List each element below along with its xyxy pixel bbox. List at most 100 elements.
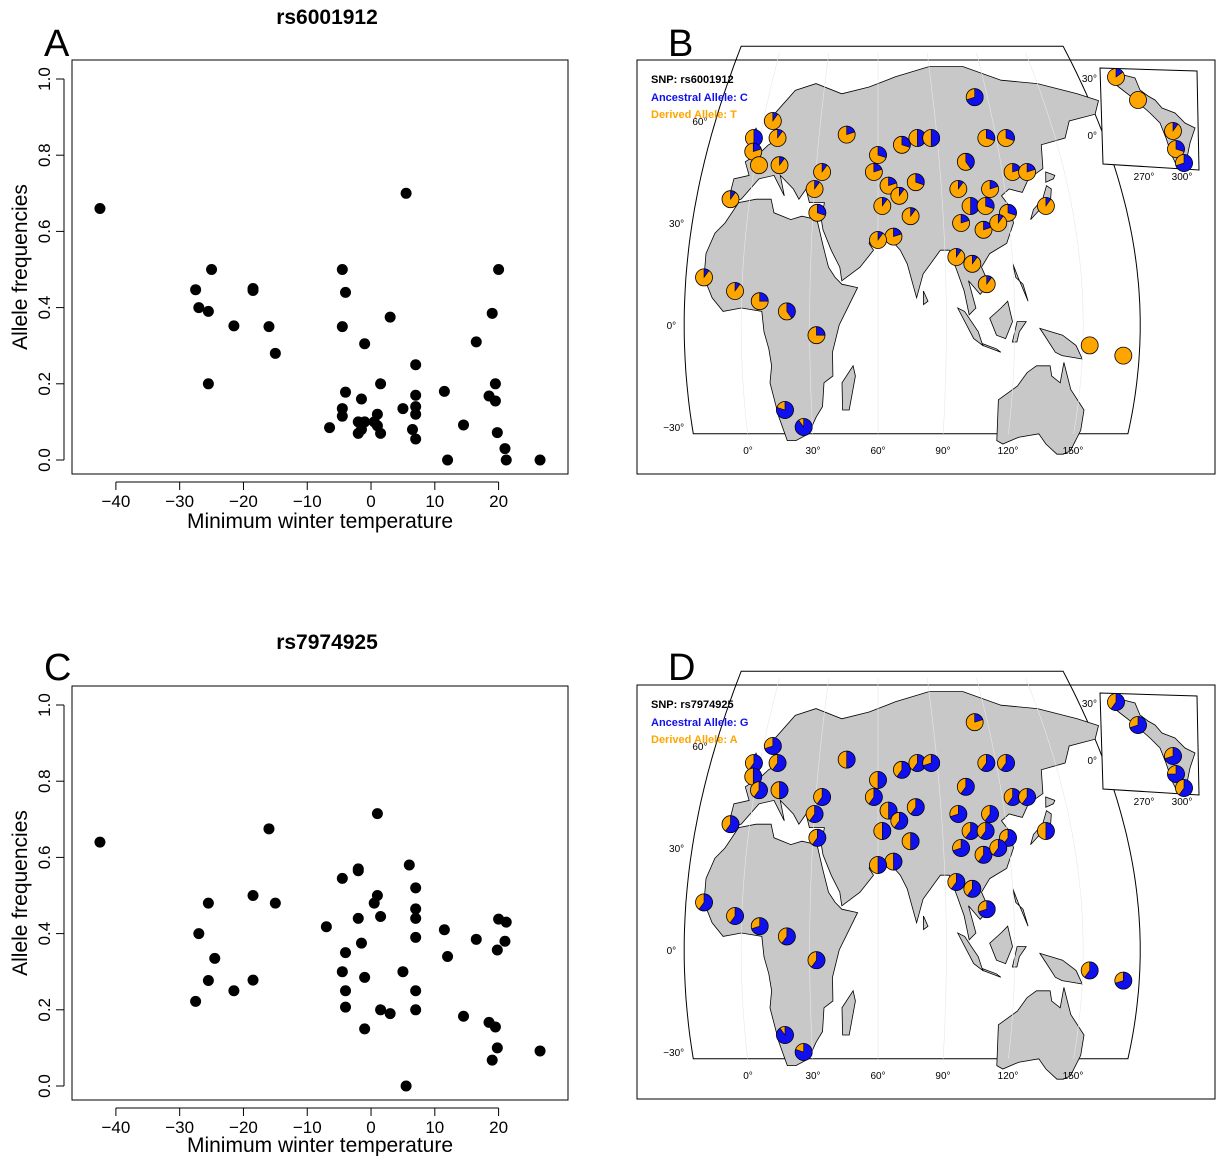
data-point — [397, 966, 409, 978]
data-point — [410, 1004, 422, 1016]
landmass-borneo — [989, 925, 1013, 965]
data-point — [336, 872, 348, 884]
map-lat-label: −30° — [663, 1048, 684, 1059]
inset-lon-label: 270° — [1134, 797, 1155, 808]
x-tick-label: −20 — [229, 492, 258, 511]
pie-ancestral-slice — [893, 227, 902, 238]
pie-ancestral-slice — [1005, 129, 1015, 142]
pie-derived-slice — [1080, 336, 1099, 355]
y-tick-label: 0.0 — [35, 1074, 54, 1098]
data-point — [94, 836, 106, 848]
data-point — [371, 408, 383, 420]
map-lat-label: 60° — [692, 742, 707, 753]
allele-pie — [777, 927, 796, 946]
allele-pie — [963, 254, 982, 273]
pie-ancestral-slice — [958, 180, 964, 190]
allele-pie — [813, 163, 831, 181]
allele-pie — [1003, 163, 1022, 181]
data-point — [202, 974, 214, 986]
pie-derived-slice — [750, 156, 768, 175]
y-tick-label: 0.8 — [35, 769, 54, 793]
data-point — [228, 320, 240, 332]
data-point — [384, 311, 396, 323]
allele-pie — [744, 767, 763, 786]
allele-pie — [1107, 693, 1125, 711]
allele-pie — [695, 268, 713, 287]
pie-ancestral-slice — [873, 163, 883, 173]
map-ticks-b: 0° 30° 60° 90° 120° 150° 60° 30° 0° −30° — [663, 117, 1083, 457]
y-tick-label: 0.2 — [35, 998, 54, 1022]
allele-pie — [974, 220, 993, 239]
pie-ancestral-slice — [776, 1026, 794, 1044]
y-tick-label: 0.4 — [35, 296, 54, 320]
pie-ancestral-slice — [753, 781, 768, 799]
landmass-philippines — [1012, 888, 1029, 927]
data-point — [190, 995, 202, 1007]
plot-frame-c — [71, 685, 569, 1101]
data-point — [336, 403, 348, 415]
pie-ancestral-slice — [809, 805, 824, 823]
data-point — [534, 1045, 546, 1057]
allele-pie — [947, 248, 966, 266]
allele-pie — [808, 203, 827, 222]
allele-pie — [763, 737, 782, 755]
data-point — [491, 944, 503, 956]
allele-pie — [952, 214, 970, 232]
allele-pie — [965, 713, 984, 732]
graticule-line — [1025, 677, 1084, 1059]
pie-ancestral-slice — [985, 197, 995, 210]
data-point — [209, 952, 221, 964]
landmass-borneo — [989, 300, 1013, 340]
pie-ancestral-slice — [950, 873, 966, 891]
pie-ancestral-slice — [980, 822, 995, 840]
allele-pie — [745, 129, 763, 147]
derived-label-b: Derived Allele: T — [651, 109, 737, 121]
pie-ancestral-slice — [966, 879, 982, 898]
allele-pie — [976, 822, 995, 840]
y-axis-label-a: Allele frequencies — [9, 184, 32, 350]
scatter-panel-a: A rs6001912 −40 −30 −20 −10 0 10 20 0.0 0.2 0.4 0.… — [9, 6, 569, 533]
data-point — [269, 897, 281, 909]
y-tick-label: 0.8 — [35, 143, 54, 167]
landmass-madagascar — [841, 989, 856, 1036]
landmass-srilanka — [923, 915, 929, 931]
allele-pie — [864, 163, 883, 181]
pie-ancestral-slice — [703, 268, 710, 279]
data-point — [193, 928, 205, 940]
allele-pie — [961, 822, 980, 840]
landmass-srilanka — [923, 290, 929, 306]
data-point — [499, 935, 511, 947]
allele-pie — [989, 839, 1008, 857]
data-point — [355, 937, 367, 949]
pie-ancestral-slice — [1021, 788, 1036, 806]
data-point — [410, 903, 422, 915]
data-point — [340, 286, 352, 298]
allele-pie — [750, 781, 768, 800]
map-lon-label: 60° — [870, 1071, 885, 1082]
allele-pie — [956, 777, 975, 796]
pie-ancestral-slice — [1045, 197, 1052, 207]
points-a — [94, 187, 546, 466]
map-lat-label: −30° — [663, 423, 684, 434]
allele-pie — [949, 805, 968, 823]
allele-pie — [952, 839, 970, 857]
pie-ancestral-slice — [877, 231, 884, 241]
data-point — [470, 336, 482, 348]
pie-ancestral-slice — [888, 176, 897, 187]
pie-ancestral-slice — [846, 125, 856, 136]
landmass-africa — [703, 823, 859, 1066]
pie-ancestral-slice — [1178, 779, 1193, 797]
landmass-hokkaido — [1045, 171, 1056, 183]
data-point — [397, 403, 409, 415]
x-tick-label: 20 — [489, 492, 508, 511]
pie-ancestral-slice — [960, 214, 970, 224]
pie-ancestral-slice — [877, 146, 887, 159]
y-axis-label-c: Allele frequencies — [9, 810, 32, 976]
allele-pie — [873, 197, 892, 215]
pie-ancestral-slice — [846, 750, 856, 769]
pie-ancestral-slice — [1175, 140, 1185, 153]
allele-pie — [750, 917, 769, 936]
allele-pie — [977, 754, 996, 772]
panel-letter-d: D — [668, 647, 695, 689]
data-point — [228, 985, 240, 997]
